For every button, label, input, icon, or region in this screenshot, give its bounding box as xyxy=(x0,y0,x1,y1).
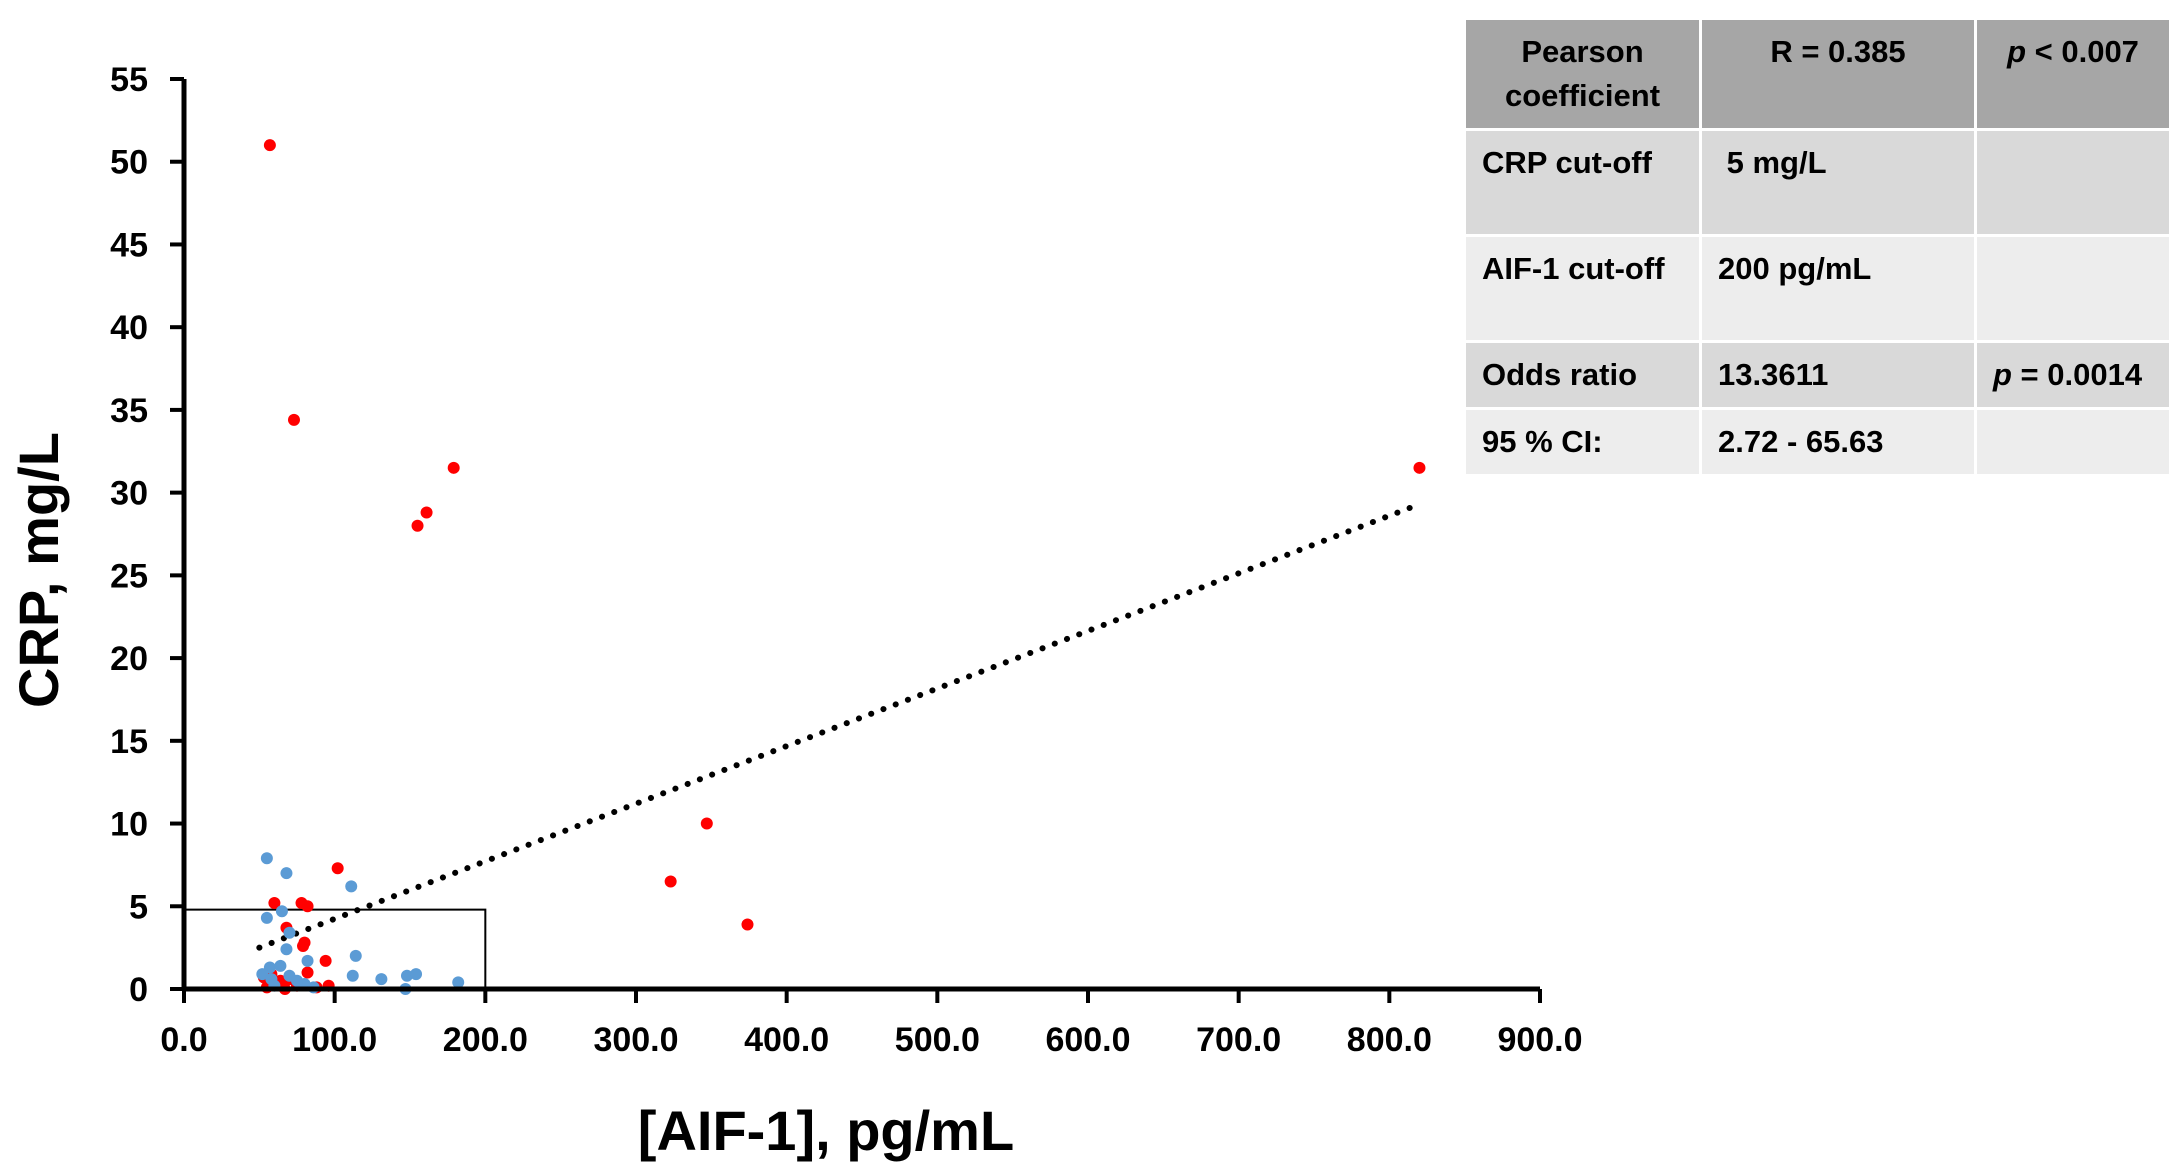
stats-row: CRP cut-off 5 mg/L xyxy=(1463,128,2172,237)
x-tick-label: 900.0 xyxy=(1497,1021,1582,1059)
blue-data-point xyxy=(301,954,314,967)
red-data-point xyxy=(319,954,332,967)
y-tick-label: 20 xyxy=(110,640,148,678)
stats-value-cell: 200 pg/mL xyxy=(1699,234,1977,343)
y-tick-label: 50 xyxy=(110,144,148,182)
red-data-point xyxy=(411,519,424,532)
stats-pvalue-cell xyxy=(1974,407,2172,477)
y-tick-label: 10 xyxy=(110,806,148,844)
stats-label-cell: Pearson coefficient xyxy=(1463,17,1702,131)
stats-label-cell: CRP cut-off xyxy=(1463,128,1702,237)
blue-data-point xyxy=(260,911,273,924)
red-data-point xyxy=(287,413,300,426)
blue-data-point xyxy=(275,905,288,918)
blue-data-point xyxy=(349,949,362,962)
stats-value-cell: R = 0.385 xyxy=(1699,17,1977,131)
stats-row: Pearson coefficient R = 0.385 p < 0.007 xyxy=(1463,17,2172,131)
red-data-point xyxy=(420,506,433,519)
x-tick-label: 400.0 xyxy=(744,1021,829,1059)
y-tick-label: 45 xyxy=(110,226,148,264)
red-data-point xyxy=(268,896,281,909)
blue-data-point xyxy=(280,867,293,880)
y-tick-label: 40 xyxy=(110,309,148,347)
y-tick-label: 35 xyxy=(110,392,148,430)
stats-row: AIF-1 cut-off 200 pg/mL xyxy=(1463,234,2172,343)
chart-axes xyxy=(181,79,1540,992)
blue-data-point xyxy=(283,926,296,939)
blue-data-point xyxy=(291,974,303,987)
x-axis-title: [AIF-1], pg/mL xyxy=(638,1099,1014,1162)
stats-label-cell: Odds ratio xyxy=(1463,340,1702,410)
blue-data-point xyxy=(256,968,269,981)
x-tick-label: 0.0 xyxy=(160,1021,207,1059)
blue-data-point xyxy=(410,968,423,981)
red-data-point xyxy=(301,900,314,913)
stats-pvalue-cell: p < 0.007 xyxy=(1974,17,2172,131)
blue-data-point xyxy=(274,959,287,972)
stats-value-cell: 2.72 - 65.63 xyxy=(1699,407,1977,477)
x-tick-label: 100.0 xyxy=(292,1021,377,1059)
stats-row: Odds ratio 13.3611 p = 0.0014 xyxy=(1463,340,2172,410)
stats-pvalue-cell xyxy=(1974,234,2172,343)
p-symbol: p xyxy=(2007,34,2027,69)
y-tick-label: 5 xyxy=(129,888,148,926)
p-value-text: = 0.0014 xyxy=(2011,357,2143,392)
y-tick-label: 0 xyxy=(129,971,148,1009)
y-axis-title: CRP, mg/L xyxy=(7,432,70,708)
blue-data-point xyxy=(400,969,413,982)
stats-pvalue-cell xyxy=(1974,128,2172,237)
blue-data-point xyxy=(280,943,293,956)
blue-data-point xyxy=(346,969,359,982)
y-tick-label: 15 xyxy=(110,723,148,761)
red-data-point xyxy=(297,939,310,952)
red-data-point xyxy=(263,139,276,152)
red-data-point xyxy=(664,875,677,888)
stats-pvalue-cell: p = 0.0014 xyxy=(1974,340,2172,410)
y-tick-label: 30 xyxy=(110,475,148,513)
blue-data-point xyxy=(260,852,273,865)
chart-ticks: 0.0 100.0 200.0 300.0 400.0 500.0 600.0 700.0 80… xyxy=(110,61,1582,1059)
red-data-point xyxy=(1413,461,1426,474)
red-data-point xyxy=(700,817,713,830)
chart-marks xyxy=(184,139,1426,995)
x-tick-label: 700.0 xyxy=(1196,1021,1281,1059)
stats-label-cell: 95 % CI: xyxy=(1463,407,1702,477)
x-tick-label: 500.0 xyxy=(895,1021,980,1059)
blue-data-point xyxy=(452,976,465,989)
trendline xyxy=(256,501,1423,951)
stats-value-cell: 5 mg/L xyxy=(1699,128,1977,237)
stats-row: 95 % CI: 2.72 - 65.63 xyxy=(1463,407,2172,477)
x-tick-label: 800.0 xyxy=(1347,1021,1432,1059)
y-tick-label: 25 xyxy=(110,557,148,595)
blue-data-point xyxy=(375,973,388,986)
stats-value-cell: 13.3611 xyxy=(1699,340,1977,410)
y-tick-label: 55 xyxy=(110,61,148,99)
x-tick-label: 200.0 xyxy=(443,1021,528,1059)
red-data-point xyxy=(741,918,754,931)
statistics-table: Pearson coefficient R = 0.385 p < 0.007 CRP… xyxy=(1463,17,2172,477)
red-data-point xyxy=(301,966,314,979)
p-value-text: < 0.007 xyxy=(2026,34,2139,69)
p-symbol: p xyxy=(1993,357,2012,392)
red-data-point xyxy=(447,461,460,474)
x-tick-label: 300.0 xyxy=(593,1021,678,1059)
stats-label-cell: AIF-1 cut-off xyxy=(1463,234,1702,343)
blue-data-point xyxy=(265,973,278,986)
x-tick-label: 600.0 xyxy=(1045,1021,1130,1059)
red-data-point xyxy=(331,862,344,875)
blue-data-point xyxy=(345,880,358,893)
